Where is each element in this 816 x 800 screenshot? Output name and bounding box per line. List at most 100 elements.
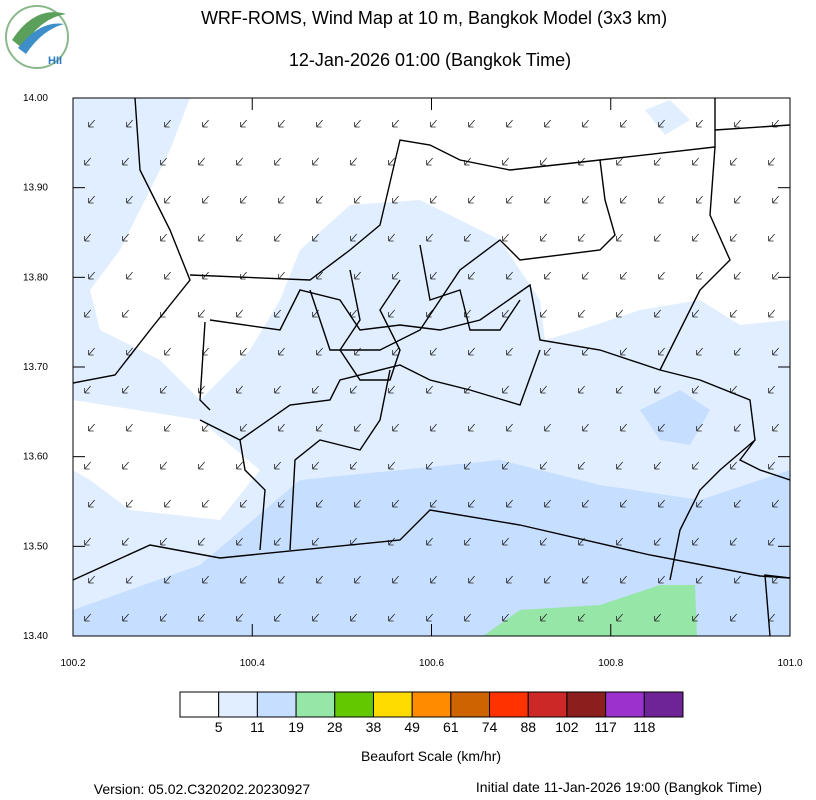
wind-arrow (278, 347, 285, 356)
wind-arrow (350, 233, 357, 242)
wind-arrow (620, 195, 627, 204)
wind-arrow (122, 157, 129, 166)
wind-arrow (692, 233, 699, 242)
wind-arrow (768, 233, 775, 242)
wind-arrow (316, 119, 323, 128)
wind-arrow (506, 347, 513, 356)
logo: HII (5, 5, 69, 69)
wind-arrow (388, 233, 395, 242)
y-tick-label: 13.40 (23, 631, 48, 642)
wind-arrow (734, 347, 741, 356)
wind-arrow (236, 385, 243, 394)
wind-arrow (278, 499, 285, 508)
wind-arrow (692, 157, 699, 166)
wind-arrow (278, 423, 285, 432)
wind-arrow (164, 575, 171, 584)
wind-arrow (240, 347, 247, 356)
wind-arrow (620, 271, 627, 280)
wind-arrow (160, 537, 167, 546)
wind-arrow (506, 119, 513, 128)
wind-arrow (354, 575, 361, 584)
wind-arrow (658, 423, 665, 432)
colorbar-swatch (605, 691, 645, 718)
colorbar-swatch (643, 691, 684, 718)
wind-arrow (164, 119, 171, 128)
wind-arrow (312, 233, 319, 242)
wind-arrow (616, 537, 623, 546)
colorbar-label: 19 (288, 719, 304, 735)
wind-arrow (202, 423, 209, 432)
wind-arrow (658, 499, 665, 508)
wind-arrow (202, 499, 209, 508)
wind-arrow (730, 157, 737, 166)
colorbar-label: 88 (520, 719, 536, 735)
wind-arrow (654, 537, 661, 546)
wind-arrow (468, 499, 475, 508)
wind-arrow (544, 499, 551, 508)
wind-arrow (198, 613, 205, 622)
wind-arrow (544, 575, 551, 584)
wind-arrow (582, 119, 589, 128)
wind-arrow (426, 233, 433, 242)
wind-arrow (122, 309, 129, 318)
wind-arrow (620, 575, 627, 584)
wind-arrow (582, 347, 589, 356)
wind-arrow (88, 423, 95, 432)
wind-arrow (164, 347, 171, 356)
wind-arrow (316, 195, 323, 204)
wind-arrow (616, 157, 623, 166)
wind-arrow (464, 613, 471, 622)
wind-arrow (430, 575, 437, 584)
wind-arrow (468, 271, 475, 280)
wind-arrow (316, 347, 323, 356)
initial-date: Initial date 11-Jan-2026 19:00 (Bangkok … (476, 779, 762, 795)
wind-arrow (468, 575, 475, 584)
wind-arrow (464, 233, 471, 242)
wind-arrow (84, 613, 91, 622)
wind-arrow (392, 347, 399, 356)
wind-arrow (426, 537, 433, 546)
subtitle: 12-Jan-2026 01:00 (Bangkok Time) (289, 50, 571, 70)
colorbar-label: 28 (327, 719, 343, 735)
wind-arrow (582, 271, 589, 280)
wind-arrow (696, 499, 703, 508)
wind-arrow (658, 347, 665, 356)
wind-arrow (354, 347, 361, 356)
wind-arrow (126, 423, 133, 432)
wind-arrow (616, 233, 623, 242)
wind-arrow (388, 461, 395, 470)
colorbar-swatch (566, 691, 607, 718)
wind-arrow (274, 537, 281, 546)
wind-arrow (84, 461, 91, 470)
wind-arrow (616, 385, 623, 394)
wind-arrow (274, 461, 281, 470)
wind-arrow (540, 157, 547, 166)
wind-arrow (354, 499, 361, 508)
wind-arrow (616, 461, 623, 470)
colorbar-swatch (218, 691, 258, 718)
wind-arrow (122, 233, 129, 242)
wind-arrow (88, 271, 95, 280)
wind-arrow (354, 119, 361, 128)
wind-arrow (312, 613, 319, 622)
wind-arrow (316, 499, 323, 508)
wind-arrow (658, 575, 665, 584)
wind-arrow (734, 119, 741, 128)
wind-arrow (126, 575, 133, 584)
wind-arrow (540, 233, 547, 242)
wind-arrow (502, 157, 509, 166)
y-tick-label: 13.90 (23, 183, 48, 194)
wind-arrow (350, 385, 357, 394)
wind-arrow (502, 385, 509, 394)
wind-arrow (122, 385, 129, 394)
wind-arrow (350, 157, 357, 166)
wind-arrow (772, 499, 779, 508)
wind-arrow (388, 385, 395, 394)
wind-arrow (692, 309, 699, 318)
wind-arrow (164, 499, 171, 508)
wind-arrow (430, 499, 437, 508)
wind-arrow (426, 613, 433, 622)
wind-arrow (392, 119, 399, 128)
wind-arrow (692, 385, 699, 394)
wind-arrow (350, 613, 357, 622)
